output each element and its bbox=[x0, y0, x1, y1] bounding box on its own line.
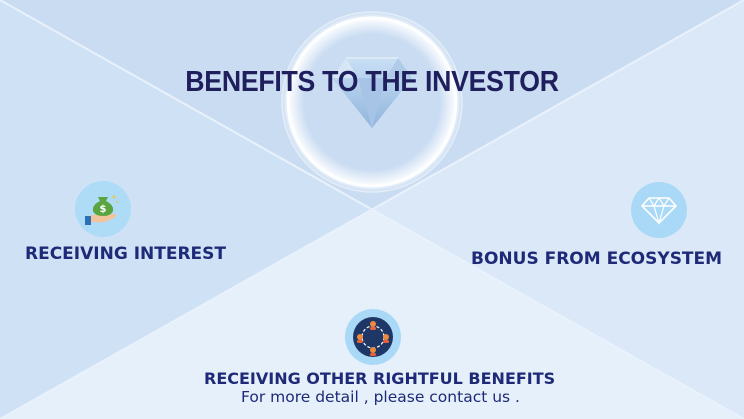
contact-text: For more detail , please contact us . bbox=[241, 388, 520, 406]
benefit-label-bonus: BONUS FROM ECOSYSTEM bbox=[471, 249, 723, 269]
money-bag-hand-icon: $ bbox=[75, 181, 131, 237]
benefit-label-other: RECEIVING OTHER RIGHTFUL BENEFITS bbox=[204, 369, 556, 388]
diamond-watermark-icon bbox=[332, 57, 412, 128]
svg-text:$: $ bbox=[100, 204, 107, 215]
page-title: BENEFITS TO THE INVESTOR bbox=[185, 66, 559, 98]
benefit-label-interest: RECEIVING INTEREST bbox=[25, 244, 227, 264]
diamond-icon bbox=[631, 182, 687, 238]
people-network-icon bbox=[345, 309, 401, 365]
